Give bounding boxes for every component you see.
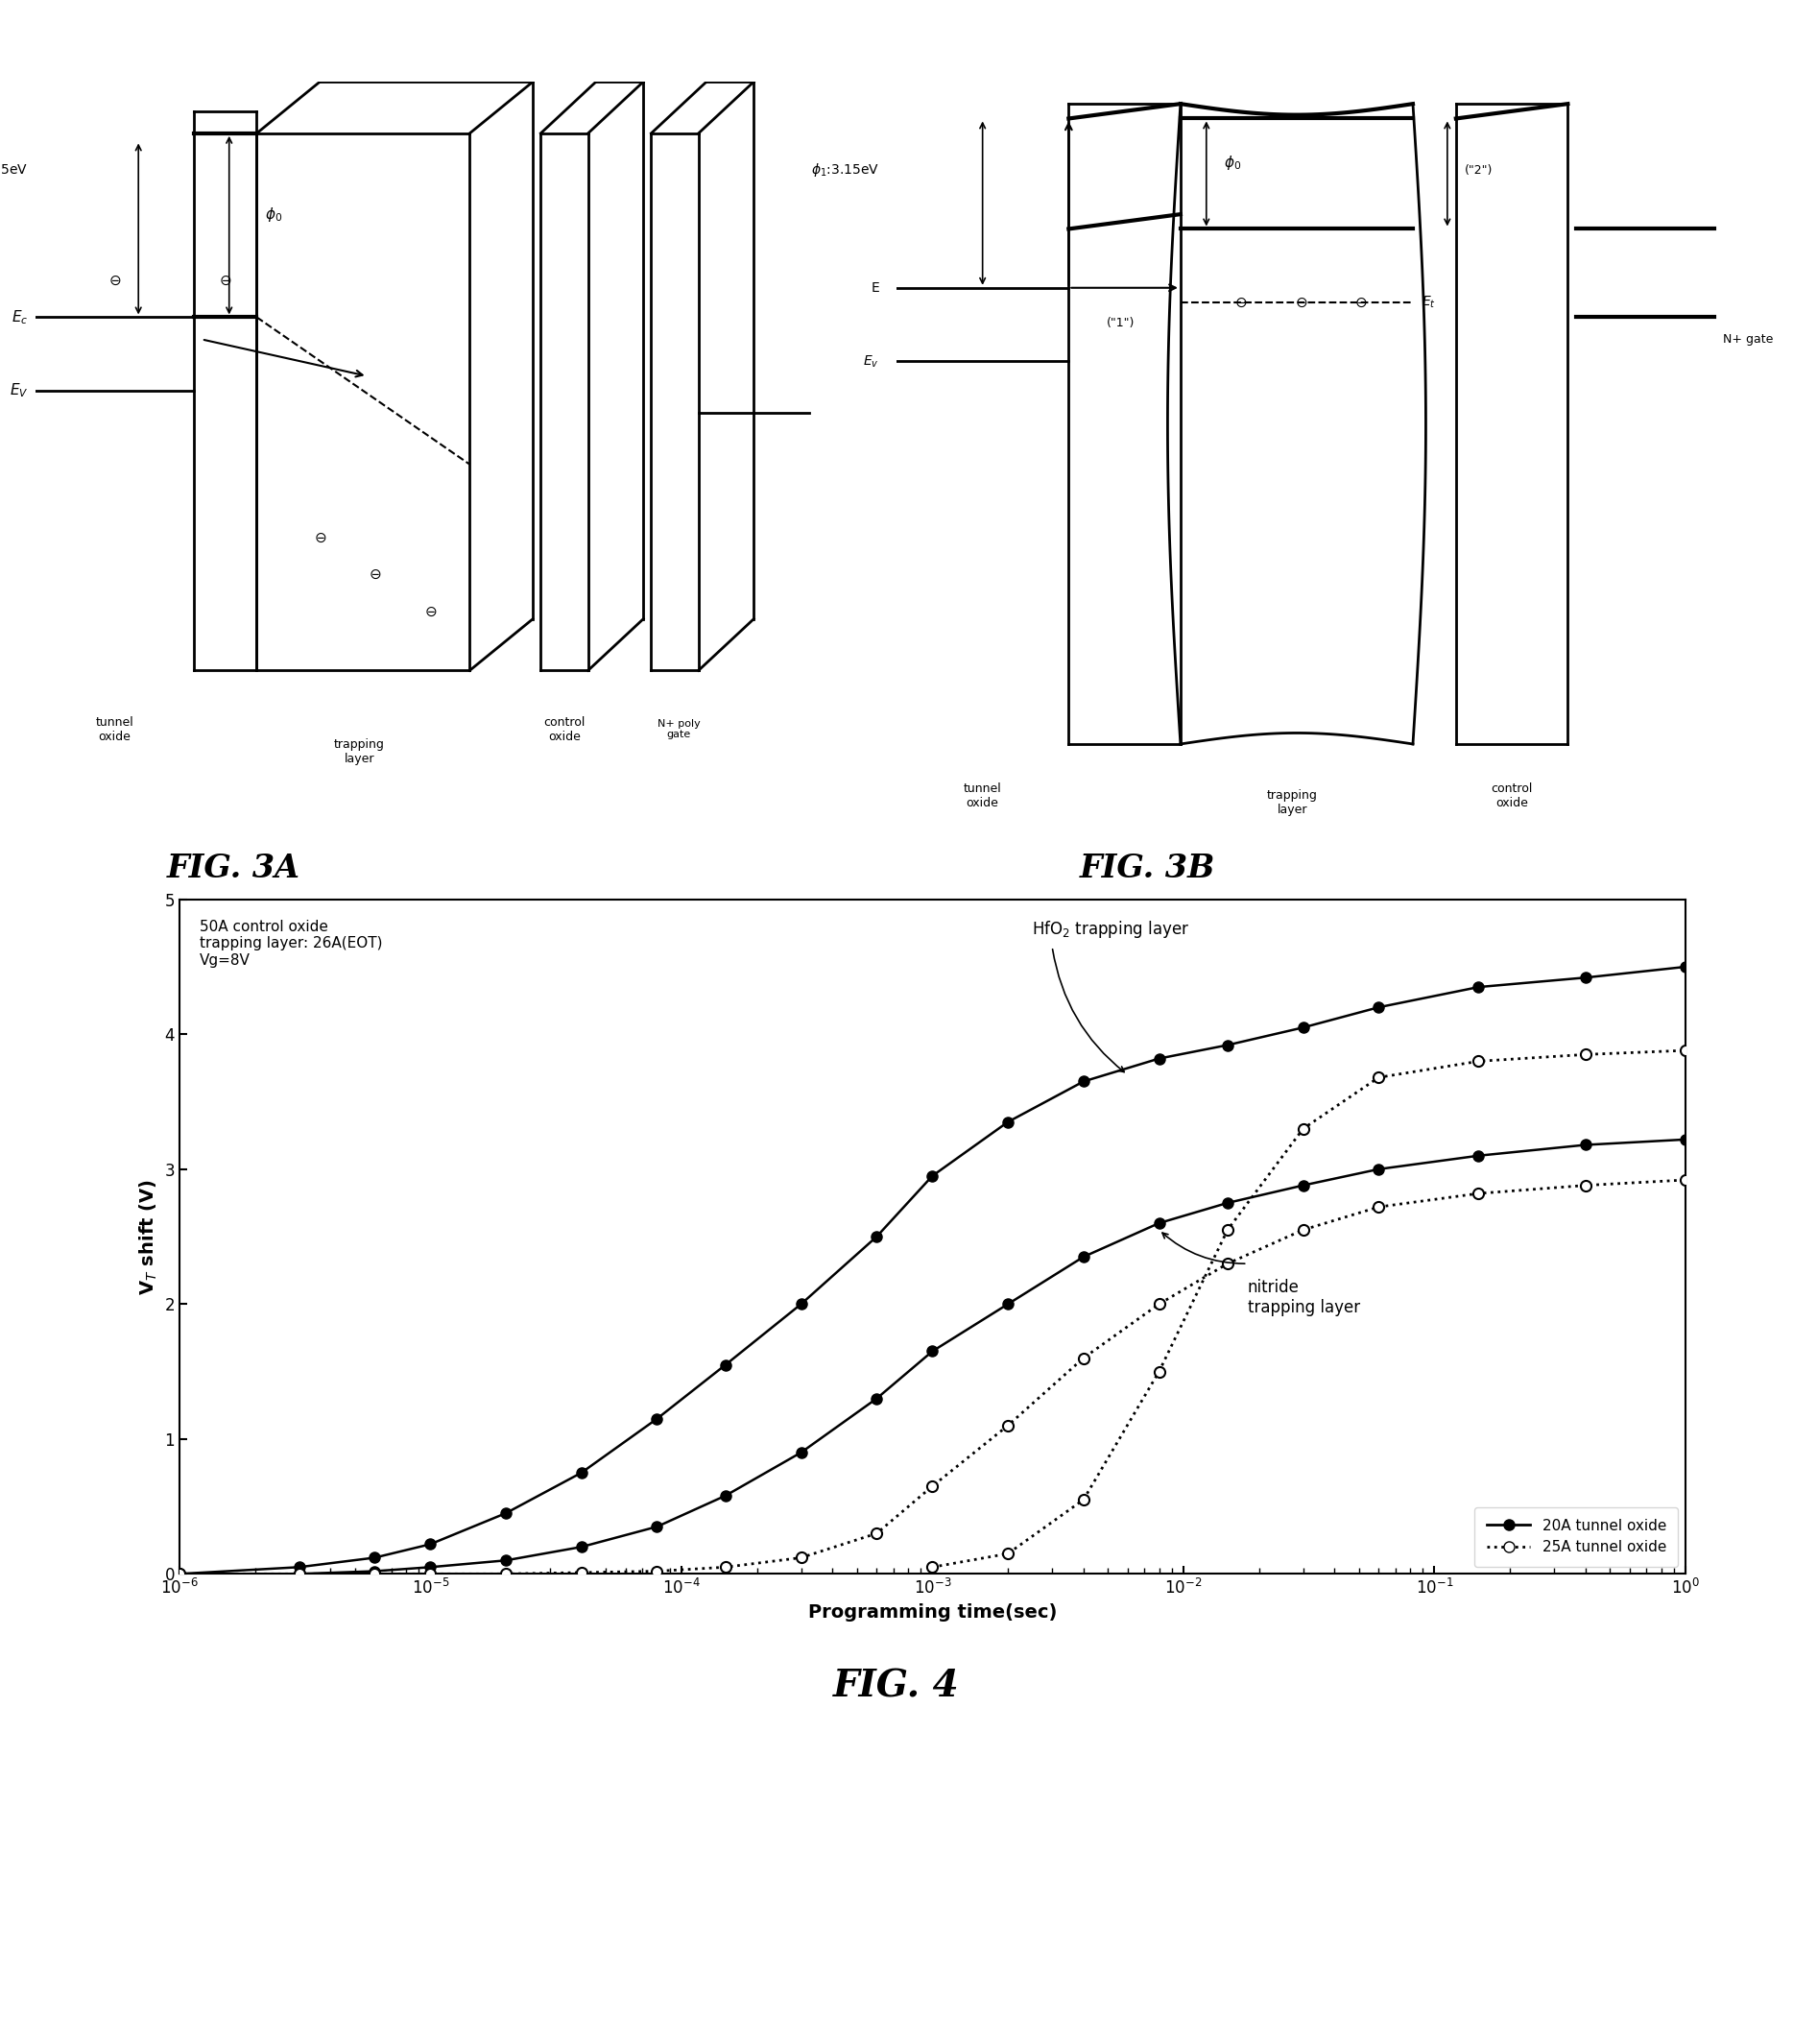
Text: $E_c$: $E_c$ — [11, 309, 29, 327]
Text: ("2"): ("2") — [1465, 164, 1494, 176]
Text: ("1"): ("1") — [1106, 317, 1135, 329]
Text: $\phi_1$:3.15eV: $\phi_1$:3.15eV — [810, 161, 879, 178]
Text: N+ poly
gate: N+ poly gate — [658, 719, 701, 740]
Text: N+ gate: N+ gate — [1723, 333, 1773, 345]
Text: control
oxide: control oxide — [543, 715, 585, 742]
Text: trapping
layer: trapping layer — [1268, 789, 1318, 816]
Text: FIG. 3A: FIG. 3A — [167, 852, 299, 885]
Text: FIG. 3B: FIG. 3B — [1079, 852, 1216, 885]
Text: tunnel
oxide: tunnel oxide — [963, 783, 1002, 809]
Text: $\ominus$: $\ominus$ — [314, 531, 326, 546]
Text: $\ominus$: $\ominus$ — [423, 605, 437, 619]
Text: $E_t$: $E_t$ — [1422, 294, 1436, 311]
Text: $\ominus$: $\ominus$ — [369, 568, 382, 583]
Text: $\ominus$: $\ominus$ — [1234, 294, 1248, 311]
Text: control
oxide: control oxide — [1492, 783, 1533, 809]
Text: E: E — [871, 282, 879, 294]
Text: $\phi_1$:3.15eV: $\phi_1$:3.15eV — [0, 161, 29, 178]
Text: HfO$_2$ trapping layer: HfO$_2$ trapping layer — [1033, 918, 1191, 940]
Text: trapping
layer: trapping layer — [333, 738, 385, 764]
Text: nitride
trapping layer: nitride trapping layer — [1248, 1280, 1359, 1316]
X-axis label: Programming time(sec): Programming time(sec) — [809, 1602, 1056, 1621]
Y-axis label: V$_T$ shift (V): V$_T$ shift (V) — [138, 1179, 160, 1294]
Text: $E_v$: $E_v$ — [862, 354, 879, 370]
Text: $\phi_0$: $\phi_0$ — [1223, 153, 1241, 172]
Text: tunnel
oxide: tunnel oxide — [95, 715, 134, 742]
Text: $\phi_0$: $\phi_0$ — [265, 204, 282, 223]
Text: $\ominus$: $\ominus$ — [219, 274, 231, 288]
Text: $\ominus$: $\ominus$ — [108, 274, 122, 288]
Legend: 20A tunnel oxide, 25A tunnel oxide: 20A tunnel oxide, 25A tunnel oxide — [1474, 1506, 1678, 1566]
Text: $E_V$: $E_V$ — [9, 382, 29, 401]
Text: $\ominus$: $\ominus$ — [1295, 294, 1307, 311]
Text: $\ominus$: $\ominus$ — [1356, 294, 1368, 311]
Text: 50A control oxide
trapping layer: 26A(EOT)
Vg=8V: 50A control oxide trapping layer: 26A(EO… — [199, 920, 382, 967]
Text: FIG. 4: FIG. 4 — [834, 1668, 959, 1705]
